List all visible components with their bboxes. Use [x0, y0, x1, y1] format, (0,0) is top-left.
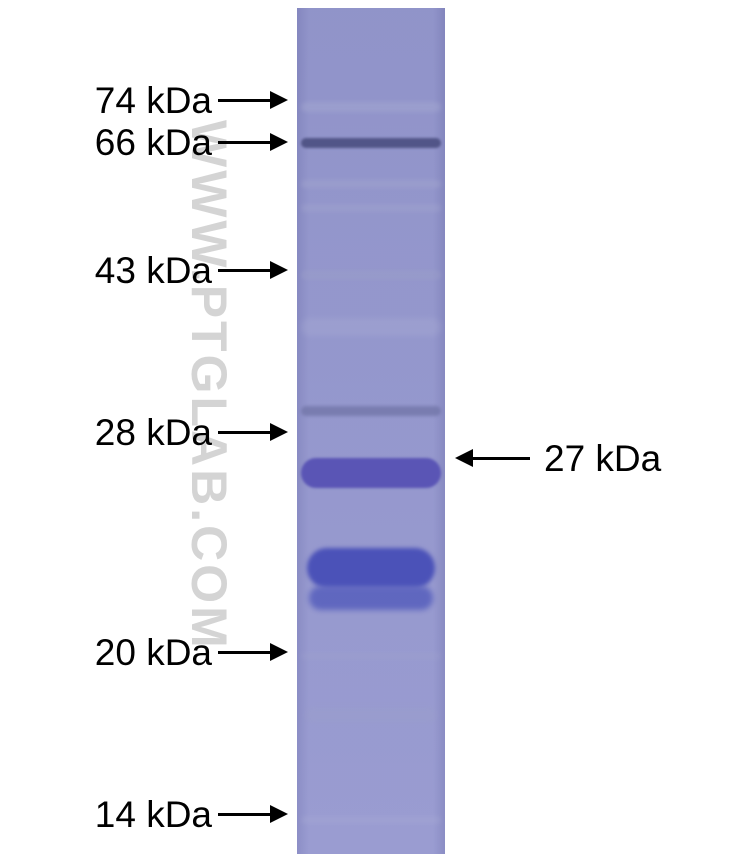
- band-30kDa: [301, 406, 441, 416]
- gel-lane: [297, 8, 445, 854]
- watermark-text: WWW.PTGLAB.COM: [180, 120, 238, 651]
- band-43kDa: [301, 270, 441, 280]
- band-mid-smudge: [301, 318, 441, 336]
- band-20kDa: [301, 652, 441, 660]
- gel-image-container: WWW.PTGLAB.COM74 kDa66 kDa 43 kDa 28 kDa 20…: [0, 0, 740, 862]
- band-blob-bot: [309, 586, 433, 610]
- band-50-area2: [301, 204, 441, 212]
- marker-label-14kDa: 14 kDa: [0, 794, 212, 836]
- band-14kDa: [301, 816, 441, 824]
- band-50-area1: [301, 180, 441, 188]
- band-16-smudge: [305, 708, 437, 722]
- marker-label-74kDa: 74 kDa: [0, 80, 212, 122]
- marker-label-43kDa: 43 kDa: [0, 250, 212, 292]
- band-27kDa-main: [301, 458, 441, 488]
- band-74kDa-ghost: [301, 102, 441, 112]
- result-label: 27 kDa: [544, 438, 661, 480]
- marker-label-28kDa: 28 kDa: [0, 412, 212, 454]
- marker-label-20kDa: 20 kDa: [0, 632, 212, 674]
- band-blob-top: [307, 548, 435, 588]
- band-66kDa: [301, 138, 441, 148]
- marker-label-66kDa: 66 kDa: [0, 122, 212, 164]
